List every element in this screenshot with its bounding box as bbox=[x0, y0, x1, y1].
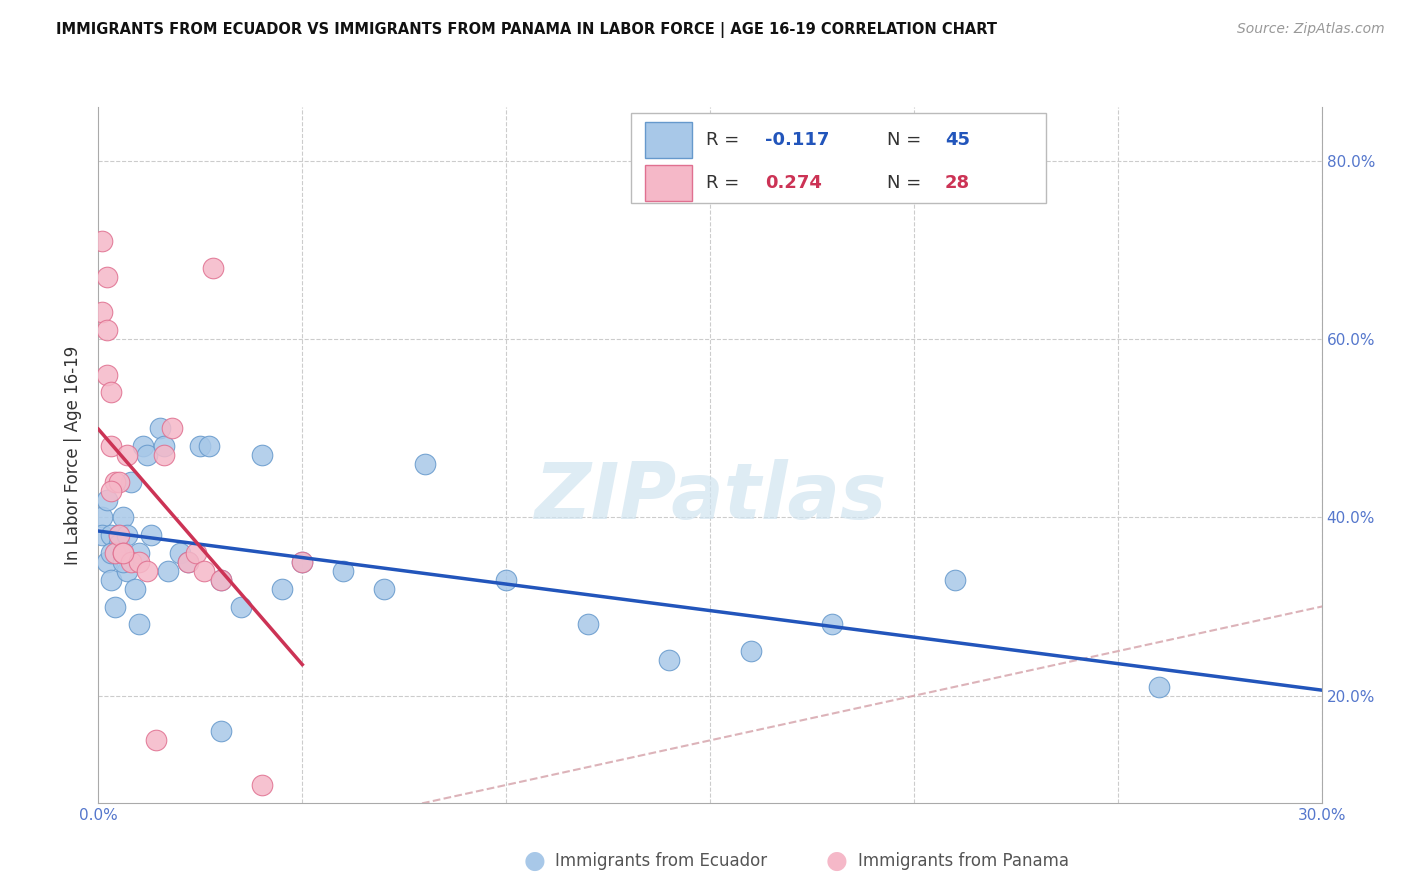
Point bbox=[104, 546, 127, 560]
Text: R =: R = bbox=[706, 174, 745, 192]
Point bbox=[108, 528, 131, 542]
Point bbox=[177, 555, 200, 569]
Point bbox=[495, 573, 517, 587]
Point bbox=[104, 475, 127, 489]
Point bbox=[128, 546, 150, 560]
Point bbox=[169, 546, 191, 560]
Point bbox=[821, 617, 844, 632]
Point bbox=[91, 234, 114, 248]
Point bbox=[91, 528, 114, 542]
Text: 28: 28 bbox=[945, 174, 970, 192]
Text: 0.274: 0.274 bbox=[765, 174, 823, 192]
Point bbox=[104, 546, 127, 560]
Point bbox=[108, 537, 131, 551]
Point bbox=[149, 421, 172, 435]
Point bbox=[152, 439, 174, 453]
Point bbox=[96, 269, 118, 284]
FancyBboxPatch shape bbox=[645, 165, 692, 202]
FancyBboxPatch shape bbox=[630, 112, 1046, 203]
Point bbox=[943, 573, 966, 587]
Point bbox=[120, 475, 142, 489]
Point bbox=[111, 555, 134, 569]
Point bbox=[91, 305, 114, 319]
Point bbox=[96, 368, 118, 382]
Point bbox=[108, 475, 131, 489]
Text: -0.117: -0.117 bbox=[765, 131, 830, 149]
Point bbox=[136, 448, 159, 462]
Point bbox=[96, 492, 118, 507]
Text: ●: ● bbox=[523, 849, 546, 872]
Point bbox=[186, 546, 208, 560]
Point bbox=[124, 582, 146, 596]
Y-axis label: In Labor Force | Age 16-19: In Labor Force | Age 16-19 bbox=[65, 345, 83, 565]
Point bbox=[104, 599, 127, 614]
Point bbox=[658, 653, 681, 667]
Point bbox=[332, 564, 354, 578]
Text: R =: R = bbox=[706, 131, 745, 149]
Text: 45: 45 bbox=[945, 131, 970, 149]
Point bbox=[270, 582, 294, 596]
Text: Immigrants from Ecuador: Immigrants from Ecuador bbox=[555, 852, 768, 870]
Point bbox=[100, 573, 122, 587]
Point bbox=[1147, 680, 1170, 694]
Point bbox=[141, 528, 163, 542]
Point bbox=[152, 448, 174, 462]
Point bbox=[115, 528, 138, 542]
Point bbox=[100, 546, 122, 560]
Point bbox=[193, 564, 215, 578]
Point bbox=[100, 439, 122, 453]
Point bbox=[201, 260, 224, 275]
Point bbox=[108, 528, 131, 542]
Point bbox=[115, 448, 138, 462]
Point bbox=[145, 733, 167, 747]
Point bbox=[177, 555, 200, 569]
Point bbox=[128, 555, 150, 569]
Point bbox=[250, 448, 273, 462]
Text: ●: ● bbox=[825, 849, 848, 872]
Point bbox=[373, 582, 395, 596]
Point bbox=[250, 778, 273, 792]
Text: Immigrants from Panama: Immigrants from Panama bbox=[858, 852, 1069, 870]
Point bbox=[576, 617, 599, 632]
Point bbox=[111, 546, 134, 560]
Point bbox=[231, 599, 253, 614]
Point bbox=[740, 644, 762, 658]
Point bbox=[111, 510, 134, 524]
Point bbox=[120, 555, 142, 569]
Text: N =: N = bbox=[887, 174, 928, 192]
Point bbox=[136, 564, 159, 578]
Point bbox=[91, 510, 114, 524]
Point bbox=[96, 323, 118, 337]
Text: Source: ZipAtlas.com: Source: ZipAtlas.com bbox=[1237, 22, 1385, 37]
Point bbox=[291, 555, 314, 569]
Point bbox=[111, 546, 134, 560]
Point bbox=[209, 573, 232, 587]
Point bbox=[197, 439, 219, 453]
Text: IMMIGRANTS FROM ECUADOR VS IMMIGRANTS FROM PANAMA IN LABOR FORCE | AGE 16-19 COR: IMMIGRANTS FROM ECUADOR VS IMMIGRANTS FR… bbox=[56, 22, 997, 38]
Point bbox=[96, 555, 118, 569]
Point bbox=[100, 483, 122, 498]
Point bbox=[128, 617, 150, 632]
Point bbox=[188, 439, 212, 453]
Point bbox=[209, 573, 232, 587]
Text: ZIPatlas: ZIPatlas bbox=[534, 458, 886, 534]
Point bbox=[291, 555, 314, 569]
Point bbox=[209, 724, 232, 739]
Point bbox=[100, 528, 122, 542]
Point bbox=[160, 421, 183, 435]
Point bbox=[413, 457, 436, 471]
Point bbox=[115, 564, 138, 578]
Point bbox=[132, 439, 155, 453]
FancyBboxPatch shape bbox=[645, 121, 692, 158]
Point bbox=[156, 564, 179, 578]
Text: N =: N = bbox=[887, 131, 928, 149]
Point bbox=[100, 385, 122, 400]
